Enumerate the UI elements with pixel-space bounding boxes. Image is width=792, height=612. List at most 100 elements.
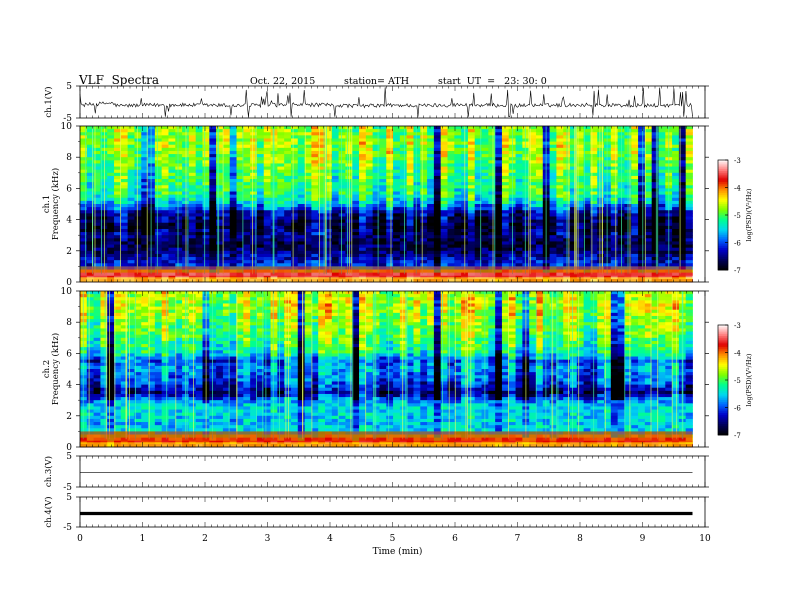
spectrogram-cell xyxy=(311,250,319,255)
spectrogram-cell xyxy=(583,163,591,167)
spectrogram-cell xyxy=(202,182,210,186)
spectrogram-cell xyxy=(672,228,680,233)
spectrogram-cell xyxy=(141,225,149,230)
spectrogram-cell xyxy=(644,141,653,146)
spectrogram-cell xyxy=(338,169,346,174)
spectrogram-cell xyxy=(651,200,659,205)
spectrogram-cell xyxy=(604,150,612,155)
spectrogram-cell xyxy=(399,141,408,146)
spectrogram-cell xyxy=(474,207,482,211)
spectrogram-cell xyxy=(447,175,455,180)
spectrogram-cell xyxy=(685,257,693,261)
spectrogram-cell xyxy=(454,250,462,255)
spectrogram-cell xyxy=(250,210,258,214)
spectrogram-cell xyxy=(467,235,476,239)
spectrogram-cell xyxy=(413,257,421,261)
spectrogram-cell xyxy=(120,175,129,180)
spectrogram-cell xyxy=(651,250,659,255)
spectrogram-cell xyxy=(372,216,380,220)
spectrogram-cell xyxy=(420,263,428,267)
spectrogram-cell xyxy=(100,235,108,239)
spectrogram-cell xyxy=(202,257,210,261)
spectrogram-cell xyxy=(481,144,489,149)
spectrogram-cell xyxy=(359,228,367,233)
spectrogram-cell xyxy=(175,216,183,220)
spectrogram-cell xyxy=(277,138,285,142)
spectrogram-cell xyxy=(590,132,598,136)
spectrogram-cell xyxy=(610,207,619,211)
spectrogram-cell xyxy=(644,194,653,199)
spectrogram-cell xyxy=(447,147,455,152)
spectrogram-cell xyxy=(583,188,591,192)
spectrogram-cell xyxy=(638,182,646,186)
spectrogram-cell xyxy=(359,204,367,208)
spectrogram-cell xyxy=(311,225,319,230)
spectrogram-cell xyxy=(195,175,203,180)
spectrogram-cell xyxy=(529,235,537,239)
spectrogram-cell xyxy=(399,253,408,258)
spectrogram-cell xyxy=(229,263,237,267)
spectrogram-cell xyxy=(277,179,285,183)
spectrogram-cell xyxy=(474,169,482,174)
spectrogram-cell xyxy=(107,166,115,171)
spectrogram-cell xyxy=(570,204,578,208)
spectrogram-cell xyxy=(297,244,305,249)
spectrogram-cell xyxy=(501,166,510,171)
spectrogram-cell xyxy=(250,182,258,186)
spectrogram-cell xyxy=(331,179,340,183)
spectrogram-cell xyxy=(631,232,639,236)
spectrogram-cell xyxy=(127,263,135,267)
spectrogram-cell xyxy=(277,154,285,158)
spectrogram-cell xyxy=(427,216,435,220)
spectrogram-cell xyxy=(120,141,129,146)
spectrogram-cell xyxy=(93,160,101,164)
spectrogram-cell xyxy=(590,144,598,149)
spectrogram-cell xyxy=(236,200,244,205)
spectrogram-cell xyxy=(495,154,503,158)
spectrogram-cell xyxy=(229,141,237,146)
spectrogram-cell xyxy=(427,253,435,258)
spectrogram-cell xyxy=(168,253,176,258)
spectrogram-cell xyxy=(610,185,619,189)
spectrogram-cell xyxy=(243,210,251,214)
spectrogram-cell xyxy=(556,197,564,202)
spectrogram-cell xyxy=(243,197,251,202)
spectrogram-cell xyxy=(195,219,203,224)
spectrogram-cell xyxy=(474,257,482,261)
spectrogram-cell xyxy=(216,204,224,208)
spectrogram-cell xyxy=(535,241,544,245)
spectrogram-cell xyxy=(638,135,646,139)
spectrogram-cell xyxy=(86,172,95,177)
spectrogram-cell xyxy=(399,182,408,186)
spectrogram-cell xyxy=(583,169,591,174)
spectrogram-cell xyxy=(168,235,176,239)
spectrogram-cell xyxy=(236,247,244,252)
spectrogram-cell xyxy=(188,144,197,149)
spectrogram-cell xyxy=(154,163,163,167)
spectrogram-cell xyxy=(290,188,299,192)
spectrogram-cell xyxy=(325,225,333,230)
spectrogram-cell xyxy=(454,150,462,155)
y-tick-label: -5 xyxy=(63,114,72,124)
spectrogram-cell xyxy=(222,247,231,252)
spectrogram-cell xyxy=(433,147,442,152)
spectrogram-cell xyxy=(638,191,646,196)
spectrogram-cell xyxy=(440,250,448,255)
spectrogram-cell xyxy=(114,179,122,183)
spectrogram-cell xyxy=(359,175,367,180)
spectrogram-cell xyxy=(570,154,578,158)
spectrogram-cell xyxy=(576,225,585,230)
spectrogram-cell xyxy=(515,185,523,189)
spectrogram-cell xyxy=(658,253,666,258)
spectrogram-cell xyxy=(290,160,299,164)
spectrogram-cell xyxy=(263,169,271,174)
spectrogram-cell xyxy=(678,185,687,189)
spectrogram-cell xyxy=(120,166,129,171)
spectrogram-cell xyxy=(651,132,659,136)
spectrogram-cell xyxy=(610,138,619,142)
spectrogram-cell xyxy=(576,241,585,245)
spectrogram-cell xyxy=(522,216,530,220)
spectrogram-cell xyxy=(250,225,258,230)
spectrogram-cell xyxy=(352,129,360,133)
spectrogram-cell xyxy=(304,150,312,155)
